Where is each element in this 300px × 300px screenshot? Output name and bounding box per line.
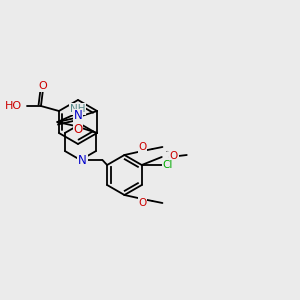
Text: NH: NH [70, 104, 85, 114]
Text: N: N [74, 109, 82, 122]
Text: O: O [138, 198, 147, 208]
Text: Cl: Cl [163, 160, 173, 170]
Text: N: N [78, 154, 87, 166]
Text: O: O [169, 151, 178, 161]
Text: ethyl: ethyl [166, 151, 169, 152]
Text: O: O [138, 142, 147, 152]
Text: HO: HO [5, 101, 22, 111]
Text: O: O [39, 81, 47, 91]
Text: O: O [74, 123, 83, 136]
